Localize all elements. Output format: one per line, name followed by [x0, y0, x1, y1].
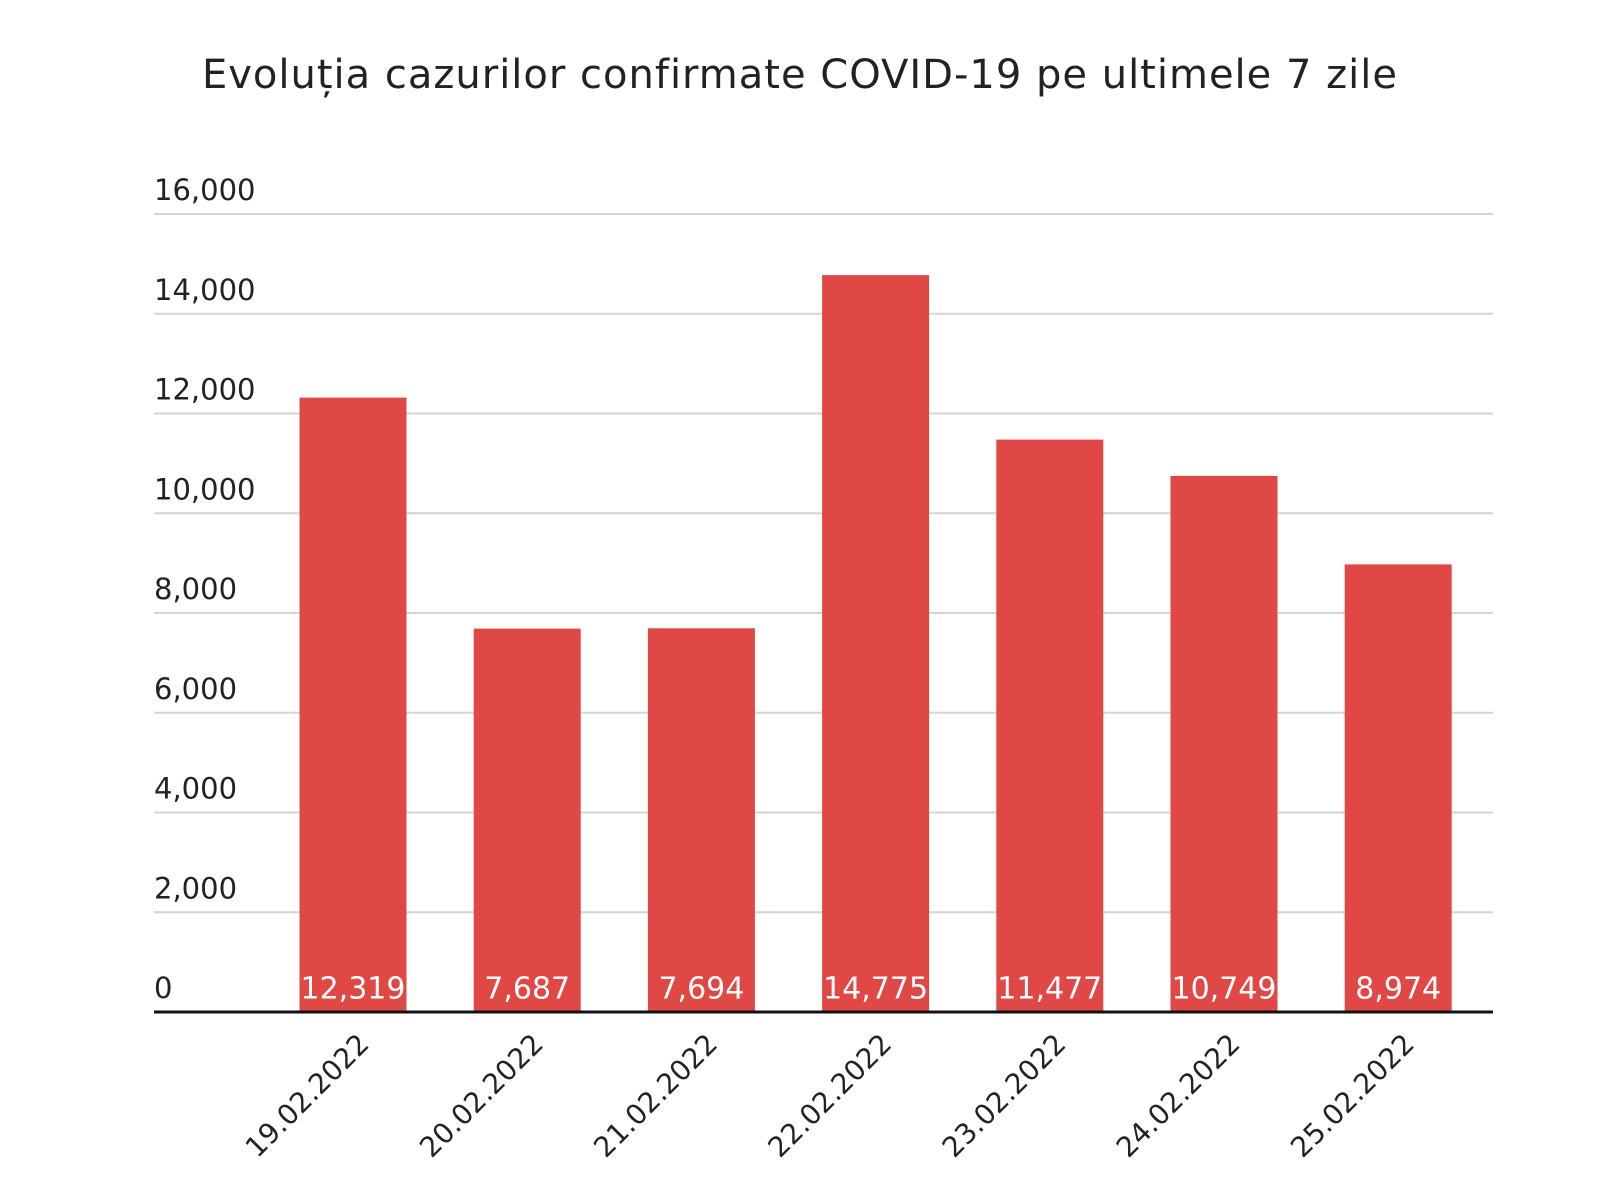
y-tick-label: 8,000: [154, 572, 237, 606]
bar: [822, 275, 930, 1012]
value-label: 7,694: [658, 972, 744, 1007]
y-tick-label: 0: [154, 971, 172, 1005]
y-tick-label: 12,000: [154, 373, 255, 407]
y-tick-label: 4,000: [154, 772, 237, 806]
bar: [473, 628, 581, 1012]
value-label: 7,687: [484, 972, 570, 1007]
y-tick-label: 10,000: [154, 472, 255, 506]
bar: [1344, 564, 1452, 1012]
bar: [299, 397, 407, 1013]
value-label: 11,477: [997, 972, 1102, 1007]
y-tick-label: 2,000: [154, 871, 237, 905]
bar: [647, 628, 755, 1012]
value-label: 14,775: [823, 972, 928, 1007]
bar: [1170, 475, 1278, 1012]
y-tick-label: 6,000: [154, 672, 237, 706]
value-label: 12,319: [301, 972, 406, 1007]
value-label: 10,749: [1172, 972, 1277, 1007]
y-tick-label: 16,000: [154, 173, 255, 207]
bar: [996, 439, 1104, 1013]
y-tick-label: 14,000: [154, 273, 255, 307]
chart-title: Evoluția cazurilor confirmate COVID-19 p…: [202, 52, 1398, 98]
value-label: 8,974: [1355, 972, 1441, 1007]
